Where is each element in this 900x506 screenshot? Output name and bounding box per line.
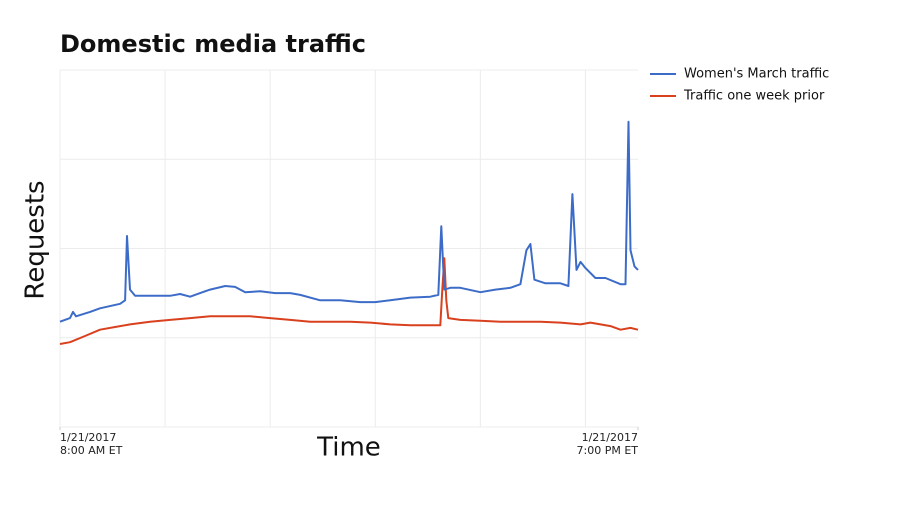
x-axis-label: Time (316, 433, 381, 463)
legend-label: Traffic one week prior (683, 89, 825, 104)
chart-title: Domestic media traffic (60, 30, 366, 58)
x-tick-label: 1/21/2017 8:00 AM ET (60, 431, 123, 457)
series-line (59, 257, 639, 345)
series-line (59, 120, 639, 323)
y-axis-label: Requests (21, 180, 51, 299)
legend-label: Women's March traffic (684, 67, 829, 82)
x-tick-label: 1/21/2017 7:00 PM ET (576, 431, 639, 457)
